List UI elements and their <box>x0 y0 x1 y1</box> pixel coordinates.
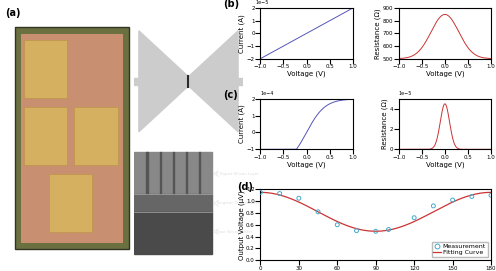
Bar <box>24 40 67 98</box>
Point <box>430 204 437 208</box>
Polygon shape <box>139 31 187 132</box>
Point <box>487 193 495 198</box>
Point <box>410 215 418 220</box>
X-axis label: Voltage (V): Voltage (V) <box>287 161 326 168</box>
Point <box>468 194 476 199</box>
Polygon shape <box>146 152 148 194</box>
Bar <box>49 174 92 231</box>
Polygon shape <box>134 212 212 254</box>
Y-axis label: Current (A): Current (A) <box>239 105 246 143</box>
Y-axis label: Resistance (Ω): Resistance (Ω) <box>375 8 381 59</box>
Polygon shape <box>134 194 212 212</box>
Point <box>256 190 264 195</box>
Text: (d): (d) <box>238 182 253 192</box>
Polygon shape <box>238 78 243 85</box>
Y-axis label: Current (A): Current (A) <box>239 14 246 53</box>
Point <box>333 222 341 227</box>
Polygon shape <box>173 152 174 194</box>
Polygon shape <box>186 152 187 194</box>
Bar <box>74 107 118 165</box>
Bar <box>24 107 67 165</box>
Text: Base Silicon Wafer: Base Silicon Wafer <box>216 230 252 234</box>
Text: Tungsten Ground Layer: Tungsten Ground Layer <box>216 201 261 205</box>
X-axis label: Voltage (V): Voltage (V) <box>426 161 464 168</box>
Text: (a): (a) <box>5 8 20 18</box>
Point <box>448 198 456 202</box>
Polygon shape <box>134 152 212 194</box>
Point <box>314 210 322 214</box>
Point <box>353 228 361 233</box>
Legend: Measurement, Fitting Curve: Measurement, Fitting Curve <box>432 242 488 257</box>
X-axis label: Voltage (V): Voltage (V) <box>426 71 464 77</box>
Y-axis label: Output Voltage (μV): Output Voltage (μV) <box>238 190 245 260</box>
Point <box>295 196 303 201</box>
Text: 1 μm: 1 μm <box>183 132 194 136</box>
Point <box>276 191 284 196</box>
Polygon shape <box>199 152 200 194</box>
Text: (c): (c) <box>224 90 238 100</box>
Polygon shape <box>189 31 238 132</box>
Y-axis label: Resistance (Ω): Resistance (Ω) <box>382 99 388 149</box>
X-axis label: Voltage (V): Voltage (V) <box>287 71 326 77</box>
Point <box>372 229 380 233</box>
Text: (b): (b) <box>224 0 240 9</box>
Polygon shape <box>160 152 161 194</box>
Text: 200 nm: 200 nm <box>165 256 179 260</box>
Text: P-Doped Silicon Layer: P-Doped Silicon Layer <box>216 172 258 176</box>
Point <box>384 227 392 232</box>
Polygon shape <box>134 78 139 85</box>
